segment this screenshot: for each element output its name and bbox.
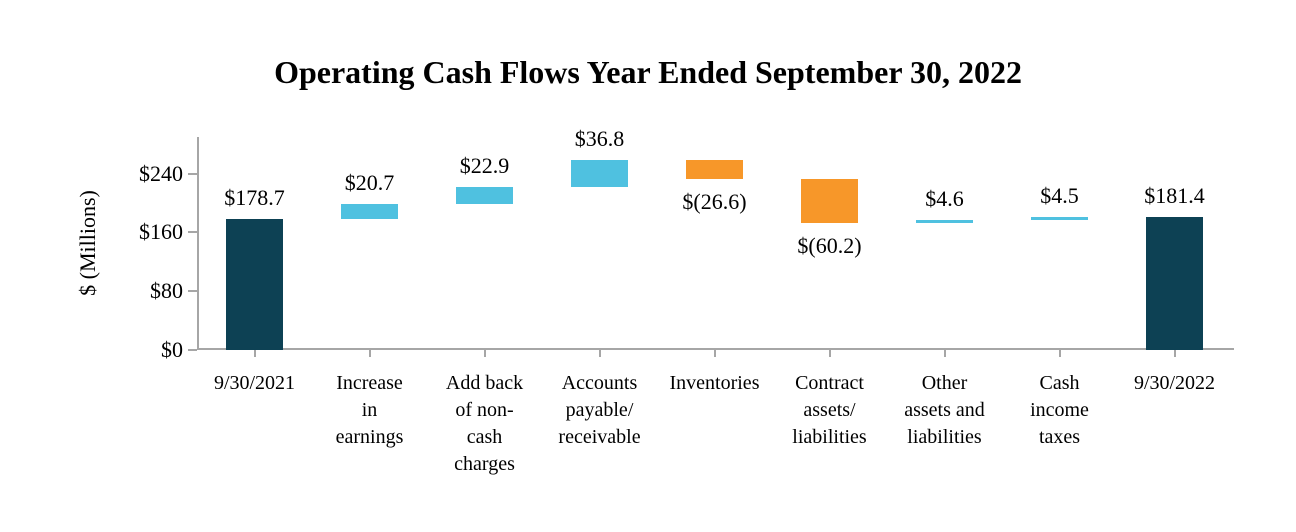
x-axis-category-line: liabilities bbox=[792, 426, 867, 448]
bar-value-label: $181.4 bbox=[1144, 182, 1205, 208]
x-axis-category-label: Other assets and liabilities bbox=[873, 370, 1017, 451]
x-axis-category-line: cash bbox=[466, 426, 503, 448]
x-axis-category-line: payable/ bbox=[565, 399, 634, 421]
waterfall-bar bbox=[570, 159, 629, 187]
waterfall-bar bbox=[800, 179, 859, 224]
x-axis-category-label: Accounts payable/receivable bbox=[528, 370, 672, 451]
x-axis-category-line: assets and bbox=[904, 399, 985, 421]
x-axis-category-line: Increase bbox=[336, 372, 403, 394]
bar-value-label: $22.9 bbox=[459, 152, 510, 178]
waterfall-bar bbox=[340, 203, 399, 219]
y-axis-tick bbox=[188, 172, 197, 175]
bar-value-label: $(26.6) bbox=[682, 189, 747, 215]
x-axis-category-line: liabilities bbox=[907, 426, 982, 448]
waterfall-bar bbox=[1145, 216, 1204, 350]
x-axis-category-line: 9/30/2022 bbox=[1133, 372, 1216, 394]
chart-title: Operating Cash Flows Year Ended Septembe… bbox=[274, 54, 1022, 90]
y-axis-tick bbox=[188, 231, 197, 234]
x-axis-category-line: 9/30/2021 bbox=[213, 372, 296, 394]
x-axis-category-line: taxes bbox=[1038, 426, 1081, 448]
x-axis-category-line: assets/ bbox=[803, 399, 856, 421]
x-axis-category-label: Add back of non-cash charges bbox=[413, 370, 557, 478]
x-axis-category-label: Inventories bbox=[643, 370, 787, 397]
bar-value-label: $36.8 bbox=[574, 125, 625, 151]
x-axis-tick bbox=[828, 350, 831, 357]
x-axis-tick bbox=[1173, 350, 1176, 357]
x-axis-category-label: Increase in earnings bbox=[298, 370, 442, 451]
waterfall-bar bbox=[915, 220, 974, 224]
x-axis-tick bbox=[943, 350, 946, 357]
bar-value-label: $(60.2) bbox=[797, 233, 862, 259]
bar-value-label: $4.5 bbox=[1040, 182, 1079, 208]
x-axis-category-label: 9/30/2021 bbox=[183, 370, 327, 397]
x-axis-category-line: Add back bbox=[445, 372, 524, 394]
waterfall-bar bbox=[455, 186, 514, 204]
bar-value-label: $20.7 bbox=[344, 169, 395, 195]
x-axis-category-line: in bbox=[361, 399, 378, 421]
x-axis-category-line: receivable bbox=[558, 426, 641, 448]
x-axis-category-label: Cash income taxes bbox=[988, 370, 1132, 451]
y-axis-tick-label: $0 bbox=[161, 337, 183, 362]
x-axis-category-line: Accounts bbox=[561, 372, 638, 394]
x-axis-category-line: of non- bbox=[455, 399, 514, 421]
y-axis-tick bbox=[188, 349, 197, 351]
x-axis-category-line: Inventories bbox=[669, 372, 760, 394]
x-axis-tick bbox=[253, 350, 256, 357]
bar-value-label: $4.6 bbox=[925, 186, 964, 212]
y-axis-tick bbox=[188, 290, 197, 293]
y-axis-line bbox=[197, 137, 199, 350]
bar-value-label: $178.7 bbox=[224, 184, 285, 210]
y-axis-tick-label: $160 bbox=[139, 219, 183, 245]
x-axis-category-label: 9/30/2022 bbox=[1103, 370, 1247, 397]
x-axis-tick bbox=[713, 350, 716, 357]
x-axis-tick bbox=[1058, 350, 1061, 357]
x-axis-category-line: earnings bbox=[335, 426, 404, 448]
waterfall-bar bbox=[1030, 216, 1089, 221]
x-axis-tick bbox=[483, 350, 486, 357]
x-axis-category-label: Contract assets/liabilities bbox=[758, 370, 902, 451]
x-axis-category-line: Cash bbox=[1039, 372, 1080, 394]
waterfall-bar bbox=[225, 218, 284, 350]
plot-area: $0 $80 $160 $240 $178.7 9/30/2021 $20.7 Increas… bbox=[139, 126, 1234, 475]
x-axis-tick bbox=[368, 350, 371, 357]
waterfall-bar bbox=[685, 159, 744, 180]
x-axis-tick bbox=[598, 350, 601, 357]
x-axis-category-line: charges bbox=[454, 453, 515, 475]
x-axis-line bbox=[197, 348, 1234, 350]
y-axis-tick-label: $240 bbox=[139, 160, 183, 186]
x-axis-category-line: Other bbox=[921, 372, 968, 394]
x-axis-category-line: income bbox=[1030, 399, 1089, 421]
y-axis-tick-label: $80 bbox=[150, 278, 183, 304]
x-axis-category-line: Contract bbox=[795, 372, 864, 394]
